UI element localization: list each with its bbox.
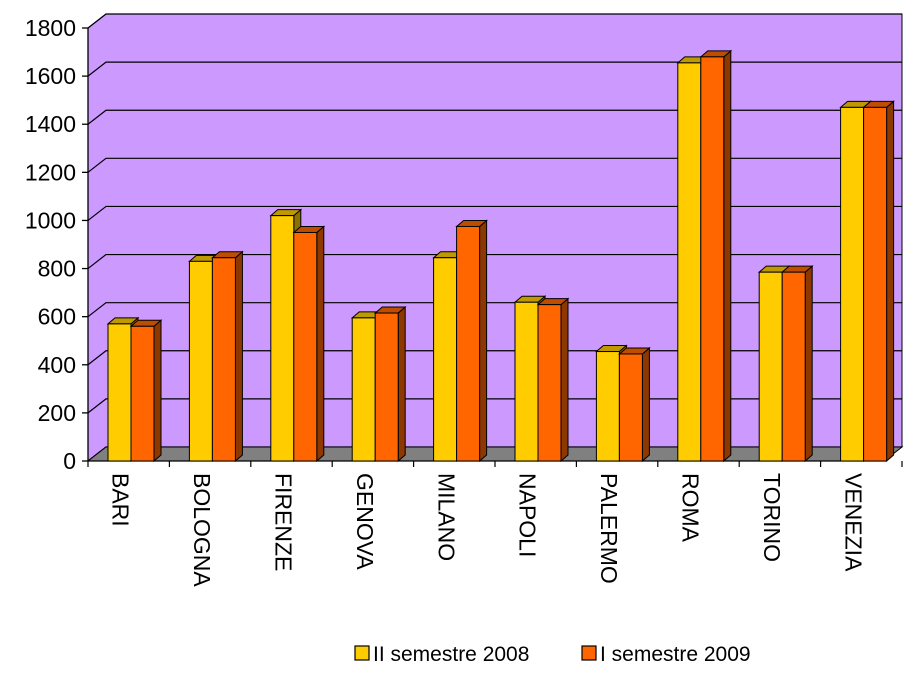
y-tick-label: 800 [38, 256, 76, 282]
bar-torino-series-2 [780, 265, 814, 463]
bar-venezia-series-2 [862, 100, 895, 463]
x-tick-label-napoli: NAPOLI [515, 473, 541, 557]
bar-front [374, 312, 399, 462]
bar-front [293, 231, 318, 462]
bar-palermo-series-2 [618, 346, 651, 463]
bar-front [211, 257, 236, 462]
gridline [87, 109, 902, 125]
x-tick-label-bologna: BOLOGNA [189, 473, 215, 587]
legend-item-2: I semestre 2009 [581, 643, 751, 666]
gridline [87, 61, 902, 77]
x-tick-label-genova: GENOVA [352, 473, 378, 570]
bar-front [514, 301, 539, 462]
y-tick-label: 1600 [25, 63, 76, 89]
bar-side [397, 305, 406, 463]
x-tick-label-torino: TORINO [759, 473, 785, 562]
bar-milano-series-2 [455, 219, 488, 463]
legend-swatch [581, 645, 597, 661]
bar-front [677, 62, 702, 462]
bar-firenze-series-2 [292, 225, 326, 463]
bar-side [560, 297, 569, 463]
legend: II semestre 2008 I semestre 2009 [354, 643, 751, 666]
x-tick-label-venezia: VENEZIA [840, 473, 866, 572]
bar-front [456, 225, 481, 462]
bar-side [886, 100, 895, 463]
y-tick-label: 1800 [25, 15, 76, 41]
gridline [87, 205, 902, 221]
bar-front [595, 351, 620, 462]
bar-front [700, 56, 725, 462]
gridline [87, 157, 902, 173]
bar-front [758, 271, 783, 462]
y-tick-label: 1400 [25, 111, 76, 137]
bar-bologna-series-2 [211, 250, 244, 463]
y-tick-labels: 0 200 400 600 800 1000 1200 1400 1600 1800 [25, 15, 76, 474]
bar-front [433, 257, 458, 462]
bar-side [641, 346, 650, 463]
bar-front [781, 271, 806, 462]
x-tick-label-roma: ROMA [678, 473, 704, 543]
bar-genova-series-2 [373, 305, 407, 463]
bar-front [130, 325, 155, 462]
gridline [87, 253, 902, 270]
y-tick-label: 400 [38, 352, 76, 378]
bar-side [723, 49, 732, 463]
bar-side [804, 265, 813, 463]
x-tick-label-firenze: FIRENZE [271, 473, 297, 571]
legend-item-1: II semestre 2008 [354, 643, 529, 666]
bar-front [270, 215, 295, 462]
bar-side [234, 250, 243, 463]
bar-roma-series-2 [699, 49, 733, 463]
bar-napoli-series-2 [536, 297, 570, 463]
bar-front [351, 317, 376, 462]
gridline [87, 13, 902, 29]
bar-side [479, 219, 488, 463]
y-tick-label: 0 [63, 448, 76, 474]
x-tick-labels: BARI BOLOGNA FIRENZE GENOVA MILANO NAPOLI PALE… [108, 473, 867, 587]
bars [106, 49, 895, 463]
bar-side [316, 225, 325, 463]
y-tick-label: 1200 [25, 159, 76, 185]
gridline [87, 302, 902, 318]
bar-front [537, 304, 562, 462]
bar-bari-series-2 [129, 319, 163, 463]
x-tick-label-milano: MILANO [433, 473, 459, 561]
legend-label: I semestre 2009 [600, 643, 751, 666]
y-tick-label: 600 [38, 304, 76, 330]
bar-front [618, 353, 643, 462]
bar-front [863, 106, 888, 462]
x-tick-label-bari: BARI [108, 473, 134, 527]
legend-label: II semestre 2008 [373, 643, 529, 666]
x-tick-label-palermo: PALERMO [596, 473, 622, 584]
y-tick-label: 200 [38, 400, 76, 426]
bar-front [840, 106, 865, 462]
bar-side [153, 319, 162, 463]
bar-front [107, 323, 132, 462]
bar-front [188, 260, 213, 462]
legend-swatch [354, 645, 370, 661]
y-tick-label: 1000 [25, 207, 76, 233]
